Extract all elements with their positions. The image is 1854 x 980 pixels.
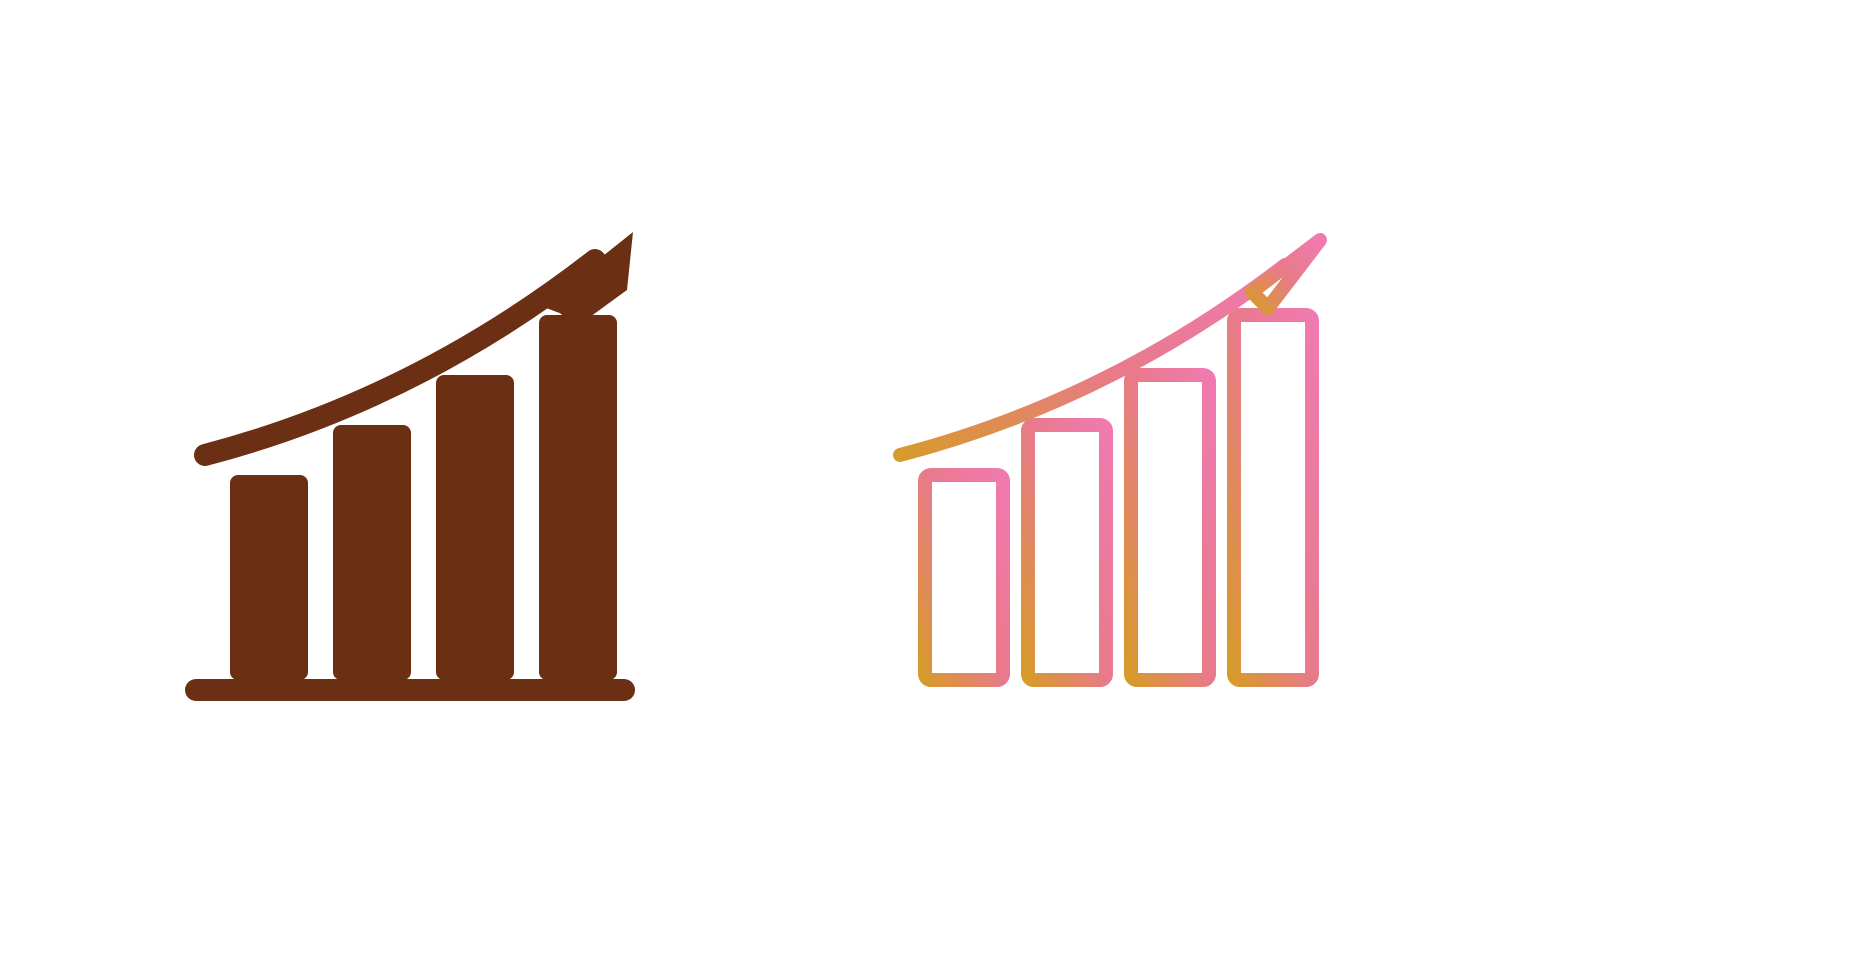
growth-chart-outline-icon <box>880 230 1330 730</box>
icon-pair-canvas <box>0 0 1854 980</box>
growth-chart-solid-icon <box>185 230 635 730</box>
baseline-solid <box>185 679 635 701</box>
